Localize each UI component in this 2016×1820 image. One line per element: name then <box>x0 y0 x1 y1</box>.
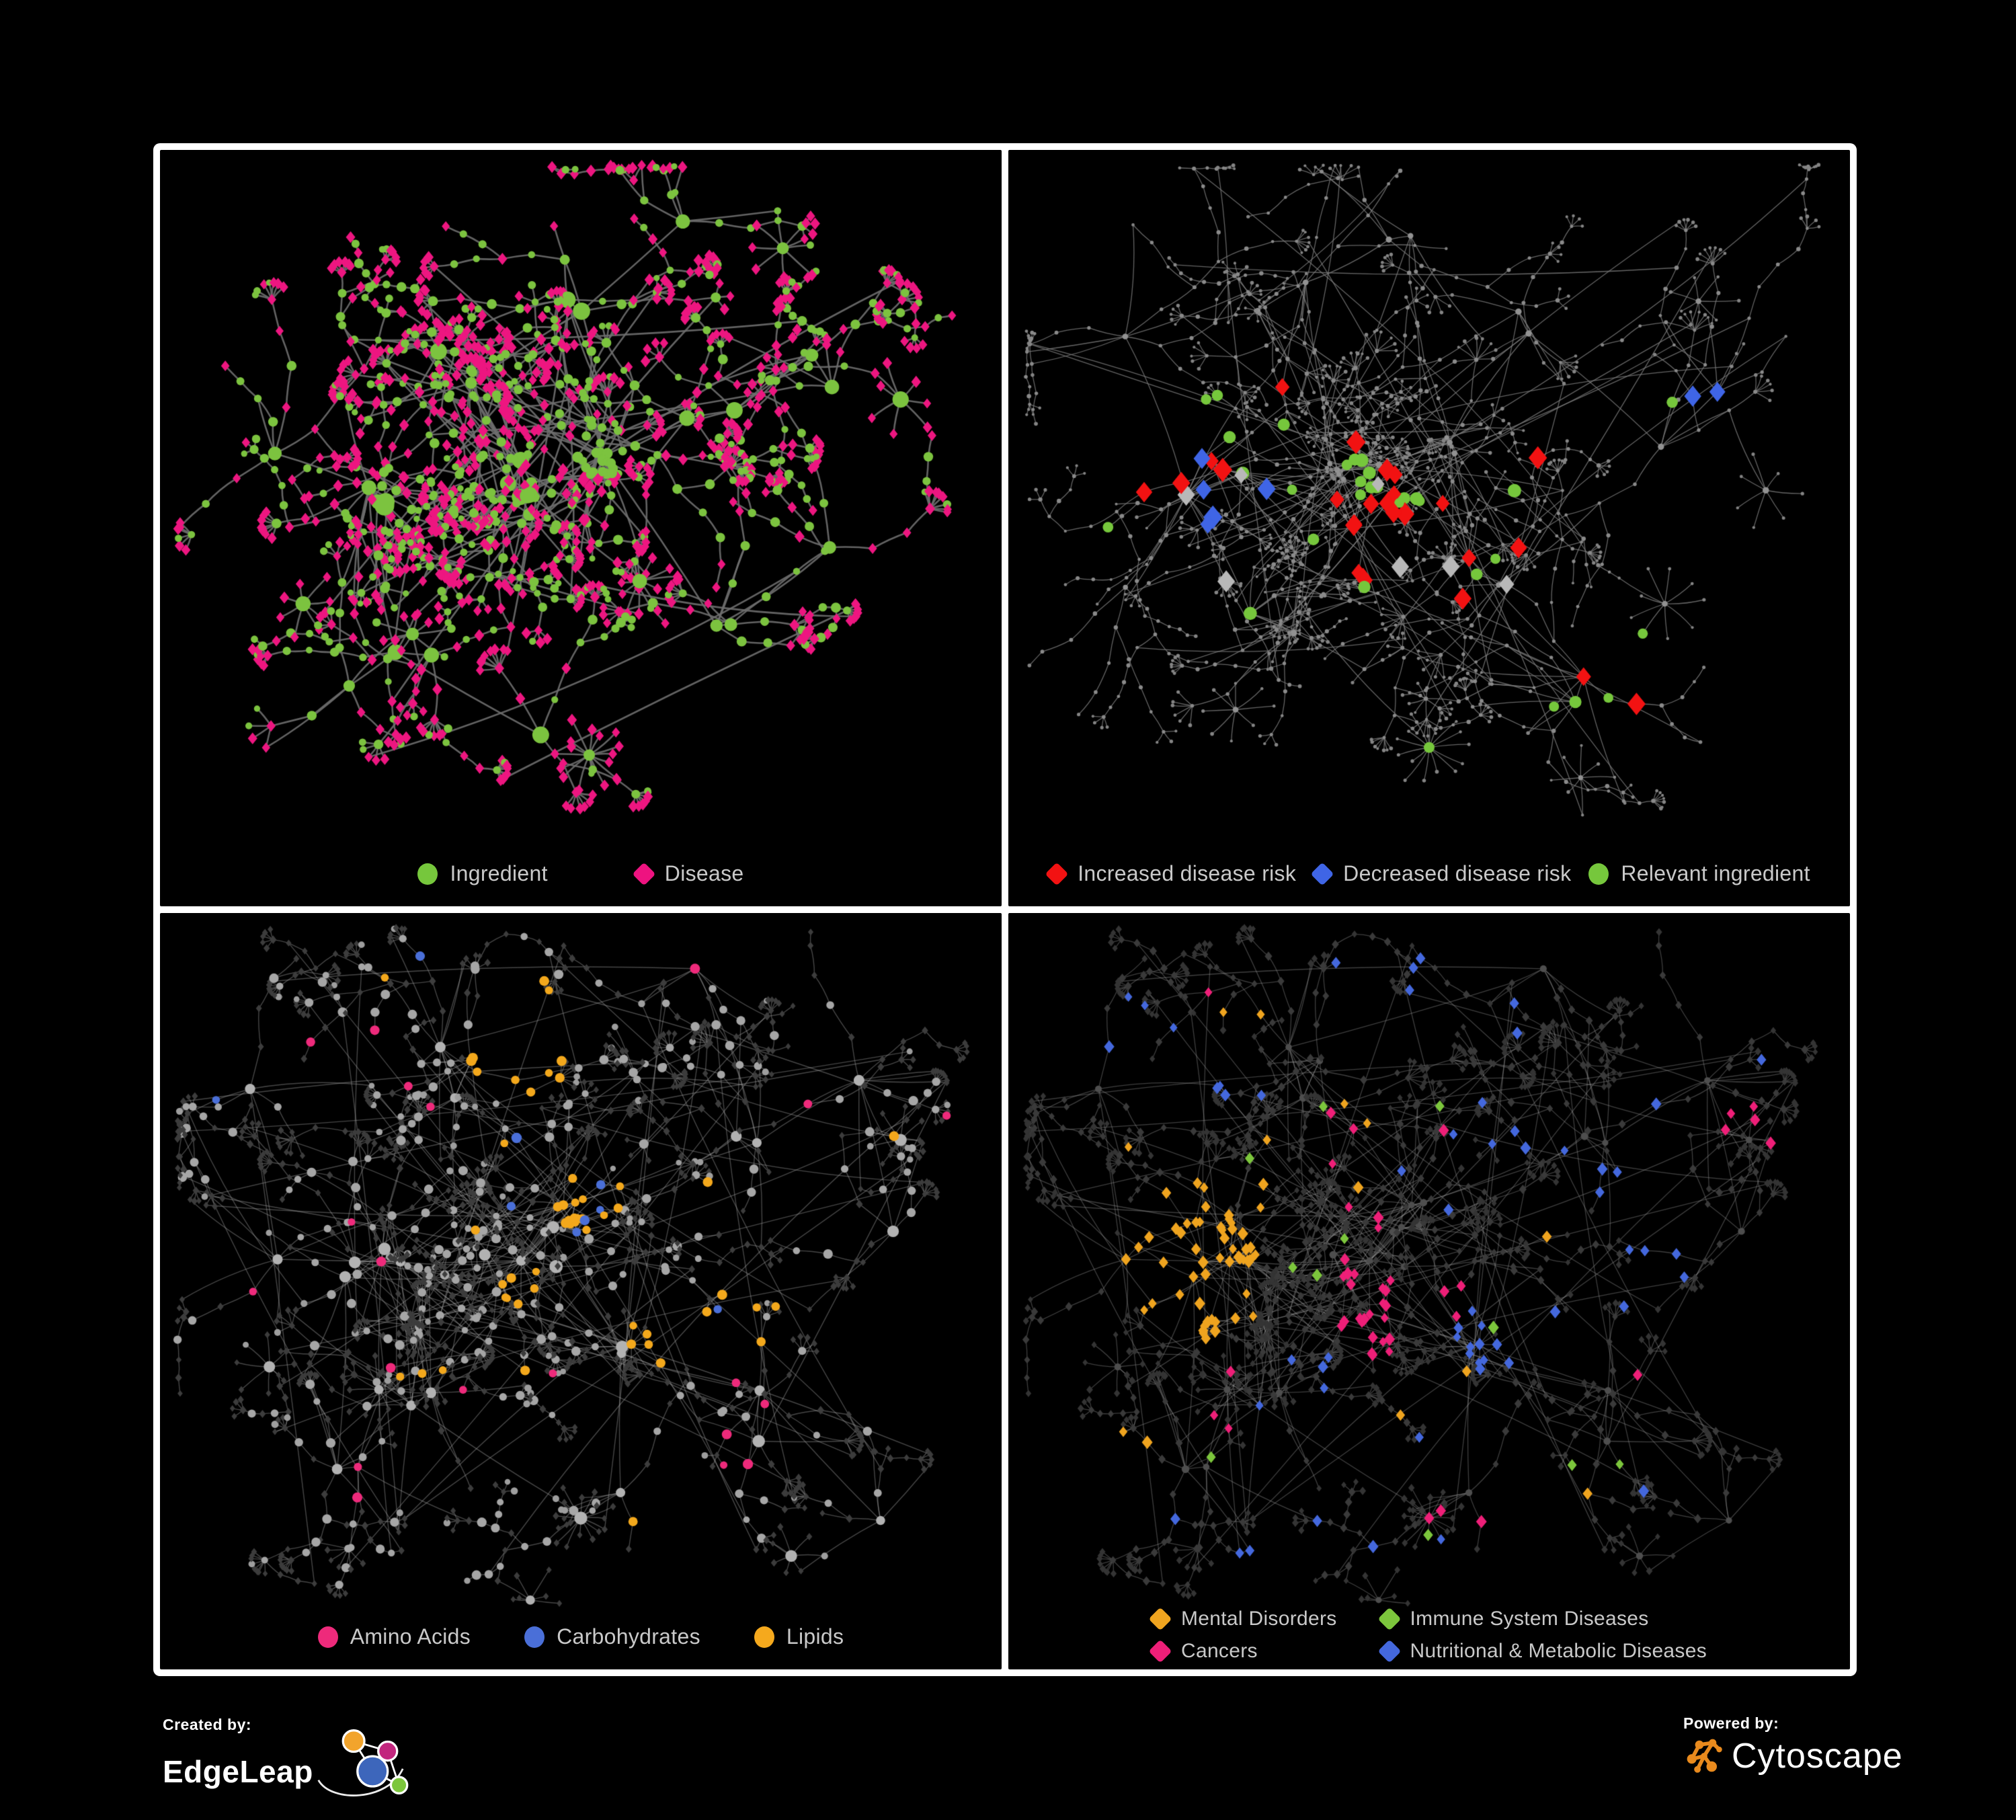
panel-nutrient-classes: Amino Acids Carbohydrates Lipids <box>160 913 1002 1669</box>
legend-item-increased-disease-risk: Increased disease risk <box>1045 861 1297 886</box>
powered-by-label: Powered by: <box>1683 1714 1779 1732</box>
panel-grid: Ingredient Disease Increased disease risk… <box>153 143 1857 1676</box>
circle-swatch-icon <box>417 863 438 885</box>
legend-label: Disease <box>664 861 744 885</box>
legend-label: Relevant ingredient <box>1621 861 1810 885</box>
legend-nutrient-classes: Amino Acids Carbohydrates Lipids <box>160 1624 1002 1649</box>
legend-item-ingredient: Ingredient <box>417 861 547 886</box>
legend-item-disease: Disease <box>632 861 744 886</box>
panel-ingredient-disease: Ingredient Disease <box>160 150 1002 906</box>
legend-label: Lipids <box>786 1624 844 1649</box>
legend-ingredient-disease: Ingredient Disease <box>160 861 1002 886</box>
cytoscape-network-logo-icon <box>1683 1735 1725 1777</box>
legend-label: Increased disease risk <box>1078 861 1297 885</box>
circle-swatch-icon <box>754 1626 774 1648</box>
legend-disease-risk: Increased disease risk Decreased disease … <box>1008 861 1850 886</box>
legend-label: Ingredient <box>450 861 548 885</box>
legend-label: Immune System Diseases <box>1410 1608 1649 1630</box>
legend-label: Decreased disease risk <box>1343 861 1572 885</box>
created-by-label: Created by: <box>163 1716 252 1733</box>
legend-item-mental-disorders: Mental Disorders <box>1148 1607 1337 1631</box>
legend-disease-classes: Mental Disorders Immune System Diseases Ca… <box>1008 1607 1850 1663</box>
network-canvas-disease-risk <box>1008 150 1850 906</box>
legend-item-nutritional-metabolic-diseases: Nutritional & Metabolic Diseases <box>1377 1639 1707 1663</box>
diamond-swatch-icon <box>1377 1639 1402 1663</box>
legend-item-amino-acids: Amino Acids <box>317 1624 471 1649</box>
legend-label: Cancers <box>1181 1640 1258 1662</box>
legend-label: Mental Disorders <box>1181 1608 1337 1630</box>
legend-label: Amino Acids <box>350 1624 471 1649</box>
edgeleap-credit: Created by: EdgeLeap <box>163 1716 415 1807</box>
circle-swatch-icon <box>1588 863 1609 885</box>
circle-swatch-icon <box>317 1626 338 1648</box>
legend-label: Carbohydrates <box>557 1624 700 1649</box>
diamond-swatch-icon <box>1045 862 1069 885</box>
diamond-swatch-icon <box>1310 862 1334 885</box>
diamond-swatch-icon <box>1148 1639 1172 1663</box>
cytoscape-credit: Powered by: <box>1683 1714 1903 1777</box>
cytoscape-logo-text: Cytoscape <box>1732 1737 1903 1776</box>
network-canvas-ingredient-disease <box>160 150 1002 906</box>
legend-item-cancers: Cancers <box>1148 1639 1337 1663</box>
network-canvas-disease-classes <box>1008 913 1850 1669</box>
edgeleap-network-logo-icon <box>315 1727 415 1807</box>
legend-item-carbohydrates: Carbohydrates <box>524 1624 700 1649</box>
edgeleap-logo-text: EdgeLeap <box>163 1754 313 1789</box>
legend-item-immune-system-diseases: Immune System Diseases <box>1377 1607 1707 1631</box>
panel-disease-classes: Mental Disorders Immune System Diseases Ca… <box>1008 913 1850 1669</box>
panel-disease-risk: Increased disease risk Decreased disease … <box>1008 150 1850 906</box>
legend-item-lipids: Lipids <box>754 1624 844 1649</box>
network-canvas-nutrient-classes <box>160 913 1002 1669</box>
legend-label: Nutritional & Metabolic Diseases <box>1410 1640 1707 1662</box>
circle-swatch-icon <box>524 1626 545 1648</box>
diamond-swatch-icon <box>1377 1607 1402 1631</box>
legend-item-decreased-disease-risk: Decreased disease risk <box>1310 861 1572 886</box>
diamond-swatch-icon <box>632 862 656 885</box>
legend-item-relevant-ingredient: Relevant ingredient <box>1588 861 1810 886</box>
diamond-swatch-icon <box>1148 1607 1172 1631</box>
